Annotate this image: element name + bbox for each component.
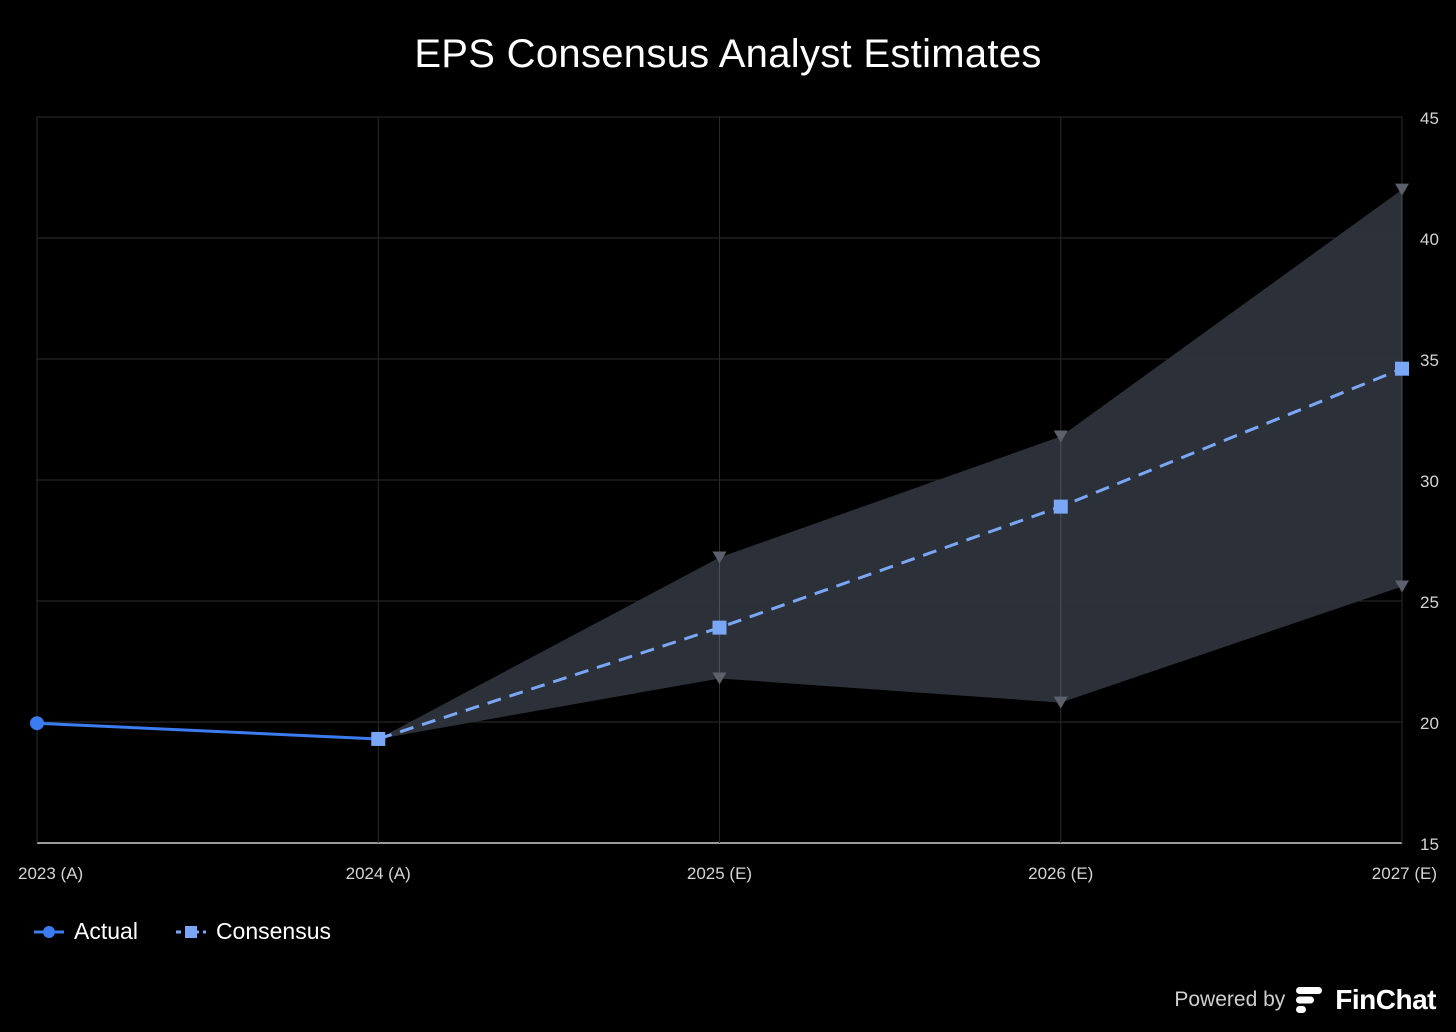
x-tick-label: 2023 (A) [18, 864, 83, 883]
x-tick-label: 2026 (E) [1028, 864, 1093, 883]
finchat-brand: FinChat [1335, 984, 1436, 1015]
low-estimate-marker [712, 672, 727, 685]
series-line-actual [36, 721, 379, 741]
y-tick-label: 30 [1420, 472, 1439, 491]
footer: Powered by FinChat [1174, 984, 1436, 1016]
estimate-range-band [378, 189, 1402, 739]
low-estimate-marker [1053, 696, 1068, 709]
y-tick-label: 20 [1420, 714, 1439, 733]
x-tick-label: 2027 (E) [1372, 864, 1437, 883]
consensus-point [371, 731, 386, 746]
y-tick-label: 45 [1420, 109, 1439, 128]
high-estimate-marker [1395, 183, 1409, 196]
consensus-point [712, 620, 727, 635]
finchat-logo-icon [1296, 987, 1323, 1013]
chart-legend: Actual Consensus [34, 918, 331, 945]
powered-by-text: Powered by [1174, 988, 1286, 1011]
legend-item-consensus[interactable]: Consensus [175, 918, 332, 945]
high-estimate-marker [1053, 430, 1068, 443]
actual-point [30, 716, 44, 731]
consensus-point [1053, 499, 1068, 514]
low-estimate-marker [1395, 580, 1409, 593]
y-tick-label: 25 [1420, 593, 1439, 612]
y-tick-label: 40 [1420, 230, 1439, 249]
y-tick-label: 15 [1420, 835, 1439, 854]
consensus-point [1395, 361, 1409, 376]
chart-title: EPS Consensus Analyst Estimates [414, 32, 1042, 76]
legend-consensus-label: Consensus [215, 918, 332, 944]
high-estimate-marker [712, 551, 727, 564]
legend-consensus-icon [175, 925, 206, 938]
x-tick-label: 2025 (E) [687, 864, 752, 883]
x-tick-label: 2024 (A) [346, 864, 411, 883]
series-line-consensus [377, 367, 1403, 741]
y-tick-label: 35 [1420, 351, 1439, 370]
legend-actual-icon [34, 925, 64, 938]
legend-item-actual[interactable]: Actual [34, 918, 138, 945]
legend-actual-label: Actual [74, 918, 138, 944]
